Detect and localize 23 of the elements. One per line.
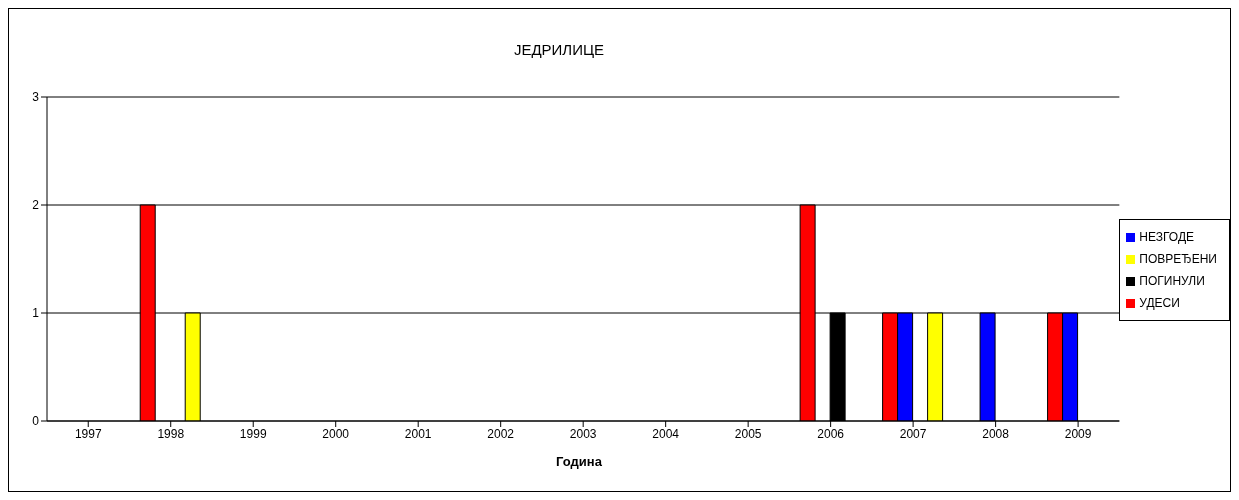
- x-tick-label: 2004: [652, 426, 680, 441]
- x-tick-label: 2001: [404, 426, 432, 441]
- legend-label: УДЕСИ: [1139, 296, 1180, 310]
- x-axis-title: Година: [555, 454, 603, 469]
- x-tick-label: 2002: [487, 426, 515, 441]
- x-tick-label: 1999: [239, 426, 267, 441]
- x-tick-label: 1998: [157, 426, 185, 441]
- x-tick-label: 2000: [322, 426, 350, 441]
- y-tick-label: 2: [32, 198, 40, 213]
- x-tick-label: 2006: [817, 426, 845, 441]
- x-tick-label: 2008: [982, 426, 1010, 441]
- x-tick-label: 2007: [899, 426, 927, 441]
- legend-label: НЕЗГОДЕ: [1139, 230, 1195, 244]
- y-tick-label: 0: [32, 414, 40, 429]
- x-tick-label: 2005: [734, 426, 762, 441]
- y-tick-label: 1: [32, 306, 40, 321]
- legend-label: ПОВРЕЂЕНИ: [1139, 252, 1217, 266]
- y-tick-label: 3: [32, 90, 40, 105]
- x-tick-label: 1997: [74, 426, 102, 441]
- chart-title: ЈЕДРИЛИЦЕ: [512, 41, 606, 58]
- legend-label: ПОГИНУЛИ: [1139, 274, 1205, 288]
- x-tick-label: 2009: [1064, 426, 1092, 441]
- x-tick-label: 2003: [569, 426, 597, 441]
